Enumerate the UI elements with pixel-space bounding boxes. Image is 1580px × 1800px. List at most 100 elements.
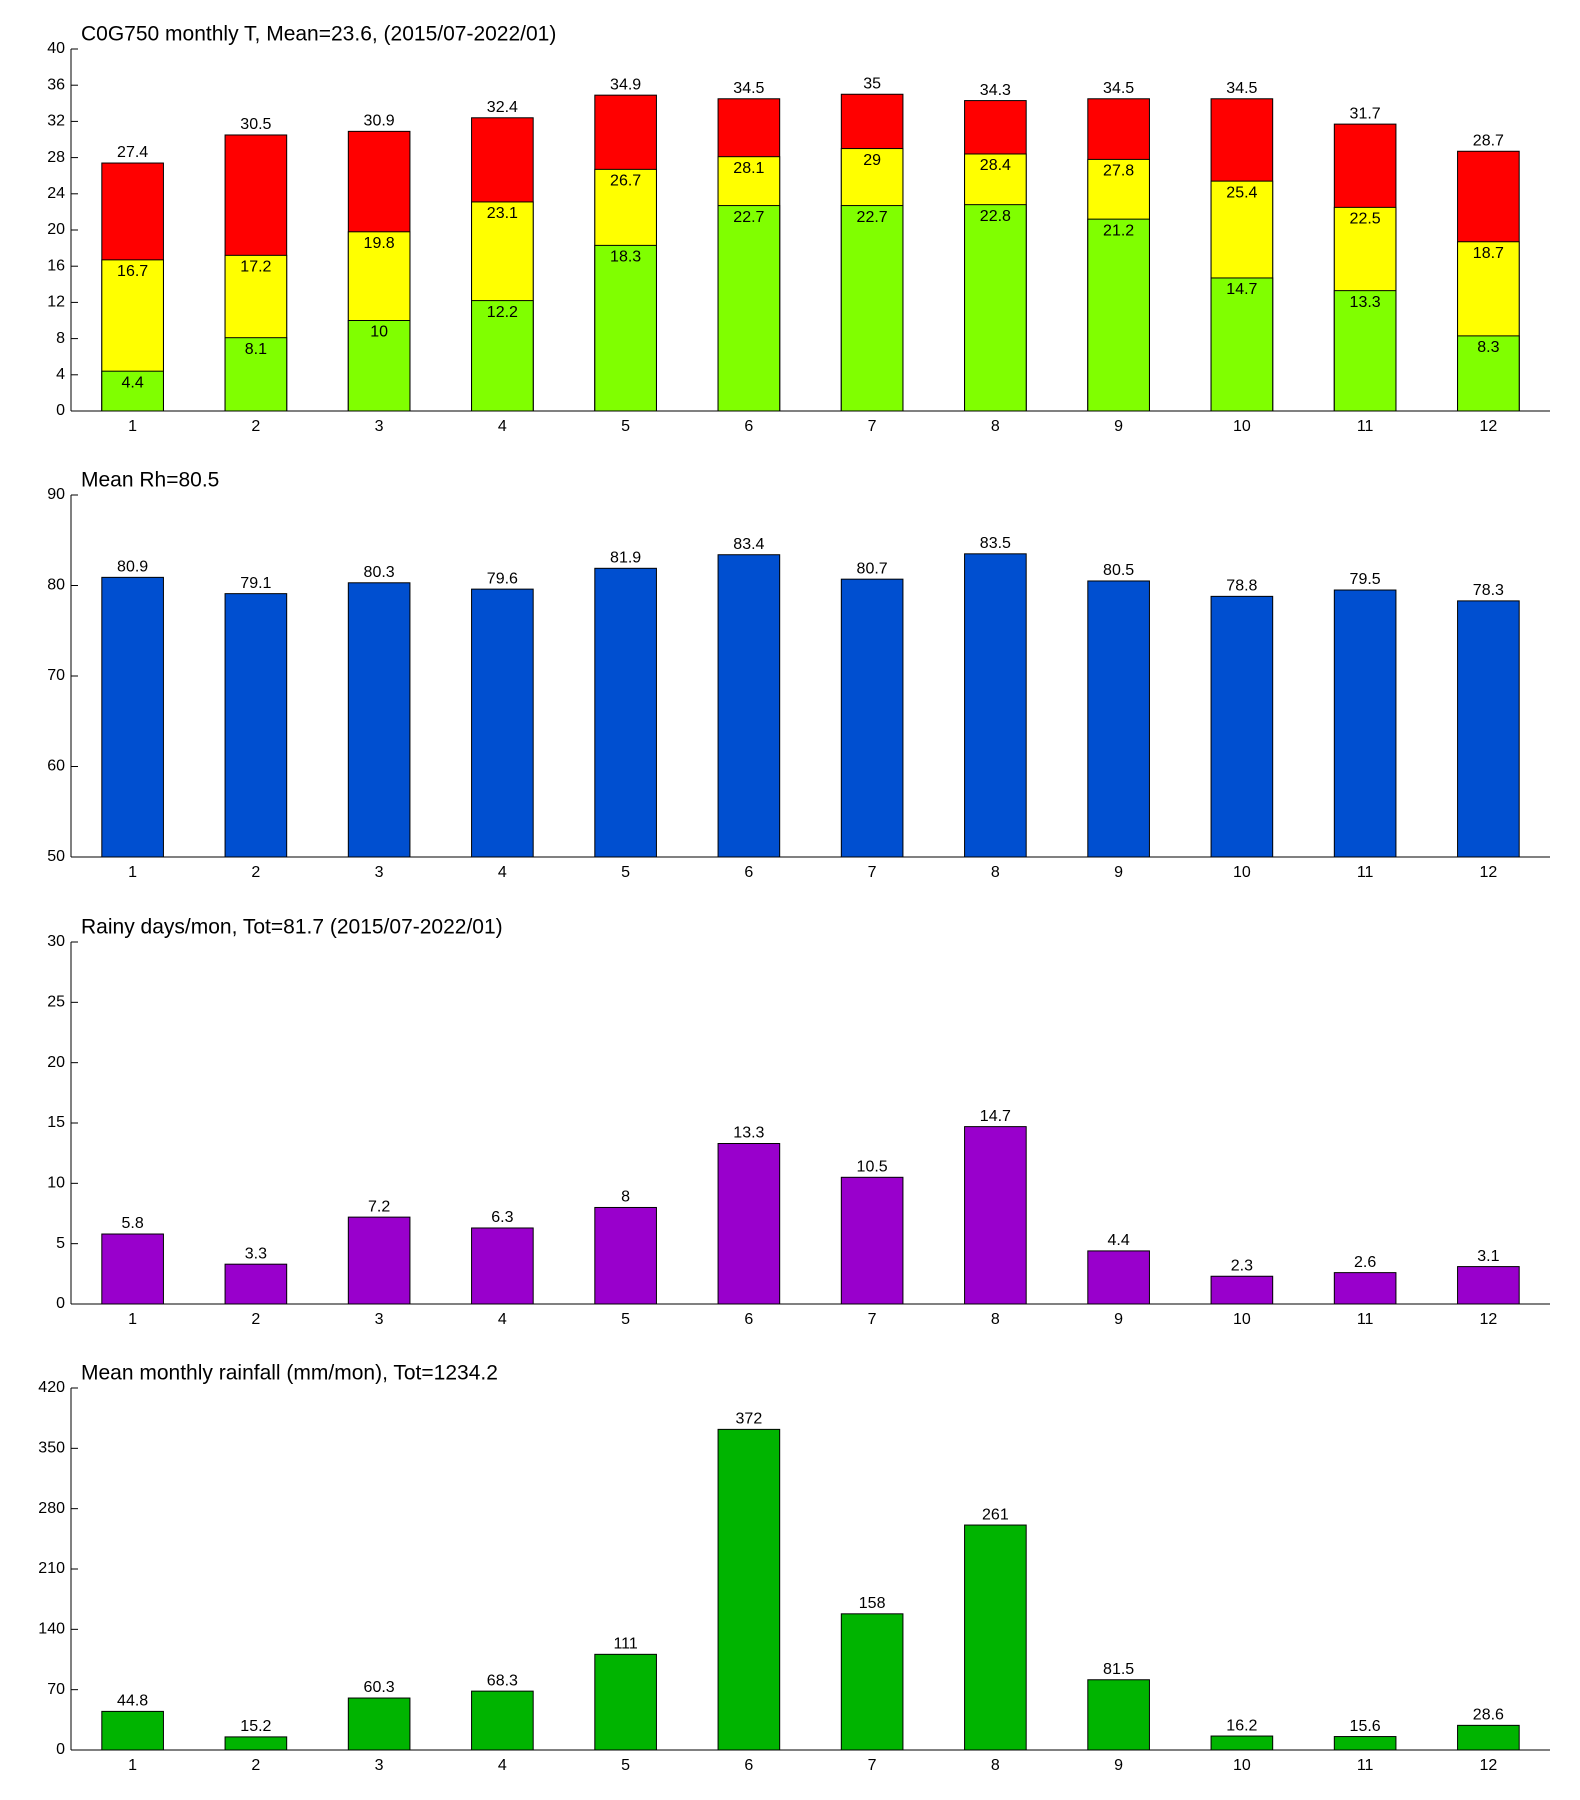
bar — [1087, 1679, 1150, 1751]
y-tick-label: 420 — [38, 1379, 65, 1396]
y-tick-label: 280 — [38, 1500, 65, 1517]
y-tick-label: 70 — [47, 1681, 65, 1698]
x-tick-label: 2 — [251, 864, 260, 881]
y-tick-label: 70 — [47, 667, 65, 684]
data-label: 22.7 — [733, 209, 764, 226]
data-label: 81.5 — [1103, 1661, 1134, 1678]
x-tick-label: 3 — [375, 1757, 384, 1774]
y-tick-label: 0 — [56, 402, 65, 419]
y-tick-label: 60 — [47, 758, 65, 775]
data-label: 13.3 — [1350, 294, 1381, 311]
data-label: 34.3 — [980, 82, 1011, 99]
data-label: 28.4 — [980, 157, 1011, 174]
x-tick-label: 4 — [498, 864, 507, 881]
data-label: 80.5 — [1103, 562, 1134, 579]
x-tick-label: 10 — [1233, 864, 1251, 881]
chart-title: C0G750 monthly T, Mean=23.6, (2015/07-20… — [81, 23, 556, 46]
data-label: 79.6 — [487, 570, 518, 587]
data-label: 6.3 — [491, 1209, 513, 1226]
y-tick-label: 28 — [47, 149, 65, 166]
data-label: 21.2 — [1103, 222, 1134, 239]
bar — [1210, 277, 1274, 412]
bar — [224, 593, 288, 858]
x-tick-label: 6 — [744, 418, 753, 435]
data-label: 28.7 — [1473, 132, 1504, 149]
data-label: 25.4 — [1226, 184, 1257, 201]
data-label: 5.8 — [122, 1215, 144, 1232]
data-label: 34.5 — [1226, 80, 1257, 97]
data-label: 23.1 — [487, 205, 518, 222]
data-label: 78.8 — [1226, 578, 1257, 595]
x-tick-label: 8 — [991, 1311, 1000, 1328]
x-tick-label: 10 — [1233, 1311, 1251, 1328]
bar — [1333, 1272, 1397, 1305]
bar — [717, 1143, 781, 1305]
bar — [1457, 1266, 1520, 1305]
x-tick-label: 5 — [621, 864, 630, 881]
data-label: 4.4 — [122, 374, 144, 391]
x-tick-label: 2 — [251, 418, 260, 435]
data-label: 13.3 — [733, 1125, 764, 1142]
data-label: 35 — [863, 75, 881, 92]
y-tick-label: 20 — [47, 221, 65, 238]
data-label: 3.3 — [245, 1245, 267, 1262]
data-label: 80.7 — [857, 560, 888, 577]
bar — [1087, 580, 1150, 858]
x-tick-label: 12 — [1479, 1757, 1497, 1774]
x-tick-label: 3 — [375, 1311, 384, 1328]
x-tick-label: 11 — [1357, 418, 1374, 435]
data-label: 19.8 — [364, 235, 395, 252]
bar — [594, 1206, 657, 1305]
y-tick-label: 16 — [47, 257, 65, 274]
bar — [1333, 589, 1397, 858]
x-tick-label: 9 — [1114, 418, 1123, 435]
bar — [1333, 290, 1397, 412]
x-tick-label: 10 — [1233, 418, 1251, 435]
data-label: 2.6 — [1354, 1254, 1376, 1271]
data-label: 15.6 — [1350, 1718, 1381, 1735]
y-tick-label: 80 — [47, 577, 65, 594]
y-tick-label: 90 — [47, 486, 65, 503]
x-tick-label: 7 — [868, 1757, 877, 1774]
bar — [101, 370, 164, 412]
data-label: 18.3 — [610, 249, 641, 266]
x-tick-label: 6 — [744, 1757, 753, 1774]
x-tick-label: 7 — [868, 864, 877, 881]
data-label: 34.5 — [1103, 80, 1134, 97]
x-tick-label: 6 — [744, 1311, 753, 1328]
y-tick-label: 140 — [38, 1621, 65, 1638]
y-tick-label: 350 — [38, 1440, 65, 1457]
data-label: 28.6 — [1473, 1707, 1504, 1724]
data-label: 15.2 — [240, 1718, 271, 1735]
bar — [594, 244, 657, 412]
x-tick-label: 11 — [1357, 864, 1374, 881]
y-tick-label: 24 — [47, 185, 65, 202]
bar — [101, 1233, 164, 1305]
x-tick-label: 9 — [1114, 1757, 1123, 1774]
bar — [1087, 218, 1150, 412]
bar — [594, 567, 657, 858]
bar — [840, 1613, 904, 1751]
data-label: 3.1 — [1477, 1248, 1499, 1265]
x-tick-label: 5 — [621, 418, 630, 435]
data-label: 17.2 — [240, 259, 271, 276]
bar — [840, 578, 904, 858]
data-label: 78.3 — [1473, 582, 1504, 599]
data-label: 14.7 — [1226, 281, 1257, 298]
data-label: 372 — [736, 1411, 763, 1428]
data-label: 32.4 — [487, 99, 518, 116]
x-tick-label: 5 — [621, 1311, 630, 1328]
bar — [717, 1428, 781, 1751]
x-tick-label: 1 — [128, 418, 137, 435]
x-tick-label: 7 — [868, 418, 877, 435]
bar — [101, 576, 164, 858]
bar — [471, 588, 534, 858]
x-tick-label: 1 — [128, 864, 137, 881]
y-tick-label: 36 — [47, 76, 65, 93]
data-label: 22.8 — [980, 208, 1011, 225]
data-label: 16.2 — [1226, 1717, 1257, 1734]
y-tick-label: 20 — [47, 1054, 65, 1071]
data-label: 8.3 — [1477, 339, 1499, 356]
y-tick-label: 50 — [47, 848, 65, 865]
data-label: 10.5 — [857, 1159, 888, 1176]
